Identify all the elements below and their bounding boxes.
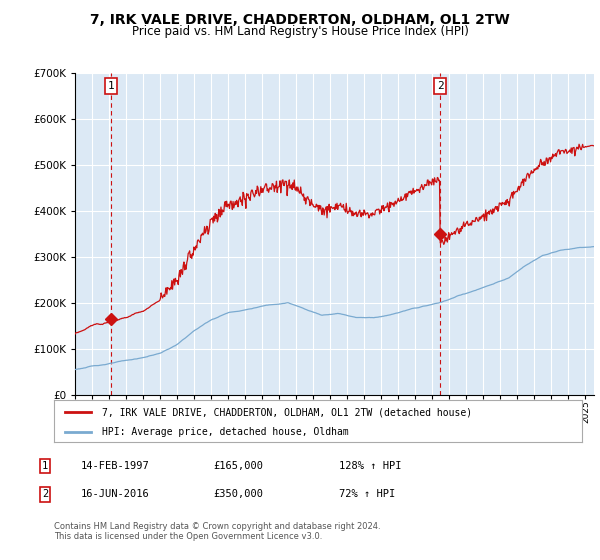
Text: 7, IRK VALE DRIVE, CHADDERTON, OLDHAM, OL1 2TW (detached house): 7, IRK VALE DRIVE, CHADDERTON, OLDHAM, O… (101, 407, 472, 417)
Text: 1: 1 (42, 461, 48, 471)
Text: 128% ↑ HPI: 128% ↑ HPI (339, 461, 401, 471)
Text: 16-JUN-2016: 16-JUN-2016 (81, 489, 150, 500)
Text: 1: 1 (107, 81, 115, 91)
Text: 2: 2 (437, 81, 443, 91)
Text: 7, IRK VALE DRIVE, CHADDERTON, OLDHAM, OL1 2TW: 7, IRK VALE DRIVE, CHADDERTON, OLDHAM, O… (90, 13, 510, 27)
Text: HPI: Average price, detached house, Oldham: HPI: Average price, detached house, Oldh… (101, 427, 348, 437)
Text: £350,000: £350,000 (213, 489, 263, 500)
Text: 2: 2 (42, 489, 48, 500)
Text: Price paid vs. HM Land Registry's House Price Index (HPI): Price paid vs. HM Land Registry's House … (131, 25, 469, 38)
Text: 72% ↑ HPI: 72% ↑ HPI (339, 489, 395, 500)
Text: £165,000: £165,000 (213, 461, 263, 471)
Text: Contains HM Land Registry data © Crown copyright and database right 2024.
This d: Contains HM Land Registry data © Crown c… (54, 522, 380, 542)
Text: 14-FEB-1997: 14-FEB-1997 (81, 461, 150, 471)
